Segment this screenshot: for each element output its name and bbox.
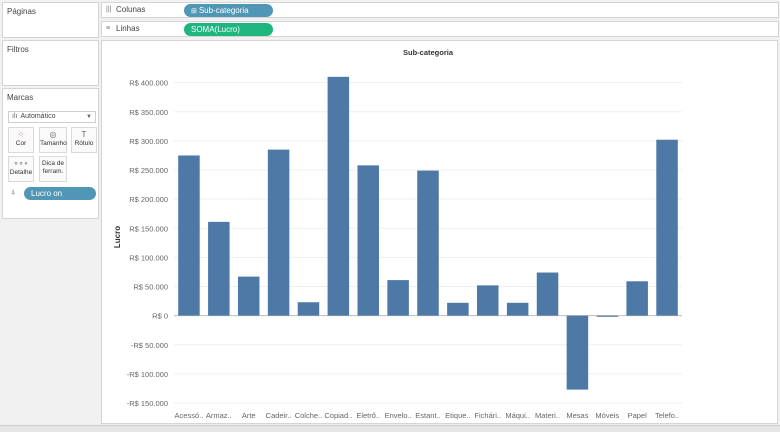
y-tick-label: -R$ 150.000	[127, 399, 168, 408]
columns-shelf[interactable]: ||| Colunas ⊞ Sub-categoria	[101, 2, 779, 18]
field-type-icon: ⍋	[11, 189, 16, 196]
bar	[596, 315, 619, 317]
x-tick-label: Materi..	[535, 411, 560, 420]
label-button[interactable]: T Rótulo	[71, 127, 97, 153]
rows-pill[interactable]: SOMA(Lucro)	[184, 23, 273, 36]
marks-title: Marcas	[7, 93, 34, 102]
bar	[357, 165, 379, 316]
columns-label: Colunas	[116, 5, 146, 14]
x-tick-label: Colche..	[295, 411, 323, 420]
x-tick-label: Armaz..	[206, 411, 232, 420]
pages-title: Páginas	[7, 7, 36, 16]
tooltip-label: Dica de ferram.	[41, 160, 65, 175]
bar	[178, 155, 200, 316]
color-icon: ⁘	[17, 130, 25, 139]
y-tick-label: R$ 200.000	[129, 195, 168, 204]
y-tick-label: R$ 350.000	[129, 108, 168, 117]
bar-chart-icon: ılı	[12, 113, 18, 120]
x-tick-label: Cadeir..	[266, 411, 292, 420]
pages-card[interactable]: Páginas	[2, 2, 99, 38]
y-tick-label: R$ 300.000	[129, 137, 168, 146]
bar	[477, 285, 499, 316]
dimension-icon: ⊞	[191, 8, 199, 15]
detail-button[interactable]: ∘∘∘ Detalhe	[8, 156, 34, 182]
mark-type-value: Automático	[20, 113, 56, 120]
filters-card[interactable]: Filtros	[2, 40, 99, 86]
y-tick-label: R$ 100.000	[129, 253, 168, 262]
bar	[417, 170, 439, 316]
bar	[267, 149, 290, 316]
x-tick-label: Móveis	[595, 411, 619, 420]
chevron-down-icon: ▼	[86, 114, 92, 120]
y-tick-label: R$ 50.000	[133, 283, 168, 292]
y-tick-label: -R$ 50.000	[131, 341, 168, 350]
color-label: Cor	[15, 140, 27, 147]
tooltip-button[interactable]: Dica de ferram.	[39, 156, 67, 182]
mark-type-dropdown[interactable]: ılı Automático ▼	[8, 111, 96, 123]
y-tick-label: R$ 250.000	[129, 166, 168, 175]
bar	[506, 302, 529, 316]
chart-title: Sub-categoria	[403, 48, 454, 57]
y-tick-label: R$ 400.000	[129, 79, 168, 88]
x-tick-label: Etique..	[445, 411, 470, 420]
size-icon: ◎	[49, 130, 57, 139]
rows-label: Linhas	[116, 24, 140, 33]
detail-icon: ∘∘∘	[13, 159, 29, 168]
lucro-field-pill[interactable]: Lucro on	[24, 187, 96, 200]
marks-card: Marcas ılı Automático ▼ ⁘ Cor ◎ Tamanho T…	[2, 88, 99, 219]
y-tick-label: R$ 0	[152, 312, 168, 321]
bar	[536, 272, 559, 316]
chart-area: Sub-categoria -R$ 150.000 -R$ 100.000 -R$ 5…	[101, 40, 778, 424]
columns-pill-label: Sub-categoria	[198, 6, 249, 15]
label-icon: T	[81, 130, 87, 139]
bar	[447, 302, 469, 316]
rows-icon: ≡	[106, 25, 111, 32]
bar	[626, 281, 648, 316]
x-tick-label: Papel	[628, 411, 648, 420]
bar	[566, 315, 589, 390]
x-tick-label: Eletrô..	[356, 411, 380, 420]
label-label: Rótulo	[74, 140, 94, 147]
columns-pill[interactable]: ⊞ Sub-categoria	[184, 4, 273, 17]
bar	[208, 221, 230, 316]
size-button[interactable]: ◎ Tamanho	[39, 127, 67, 153]
y-tick-label: R$ 150.000	[129, 224, 168, 233]
rows-shelf[interactable]: ≡ Linhas SOMA(Lucro)	[101, 21, 779, 37]
bar	[656, 139, 678, 316]
x-tick-label: Copiad..	[324, 411, 352, 420]
x-tick-label: Máqui..	[505, 411, 530, 420]
size-label: Tamanho	[40, 140, 67, 147]
x-tick-label: Estant..	[415, 411, 440, 420]
x-tick-label: Telefo..	[655, 411, 679, 420]
detail-label: Detalhe	[9, 169, 33, 176]
status-bar	[0, 425, 780, 432]
bar	[297, 302, 320, 316]
filters-title: Filtros	[7, 45, 29, 54]
bar	[327, 76, 350, 316]
color-button[interactable]: ⁘ Cor	[8, 127, 34, 153]
x-tick-label: Envelo..	[385, 411, 412, 420]
x-tick-label: Acessó..	[175, 411, 204, 420]
bar	[237, 276, 260, 316]
x-tick-label: Arte	[242, 411, 256, 420]
columns-icon: |||	[106, 6, 112, 13]
bar	[387, 280, 409, 316]
x-tick-label: Mesas	[566, 411, 588, 420]
bar-chart: Sub-categoria -R$ 150.000 -R$ 100.000 -R$ 5…	[113, 48, 682, 420]
x-tick-label: Fichári..	[474, 411, 501, 420]
y-axis-label: Lucro	[113, 226, 122, 248]
y-tick-label: -R$ 100.000	[127, 370, 168, 379]
